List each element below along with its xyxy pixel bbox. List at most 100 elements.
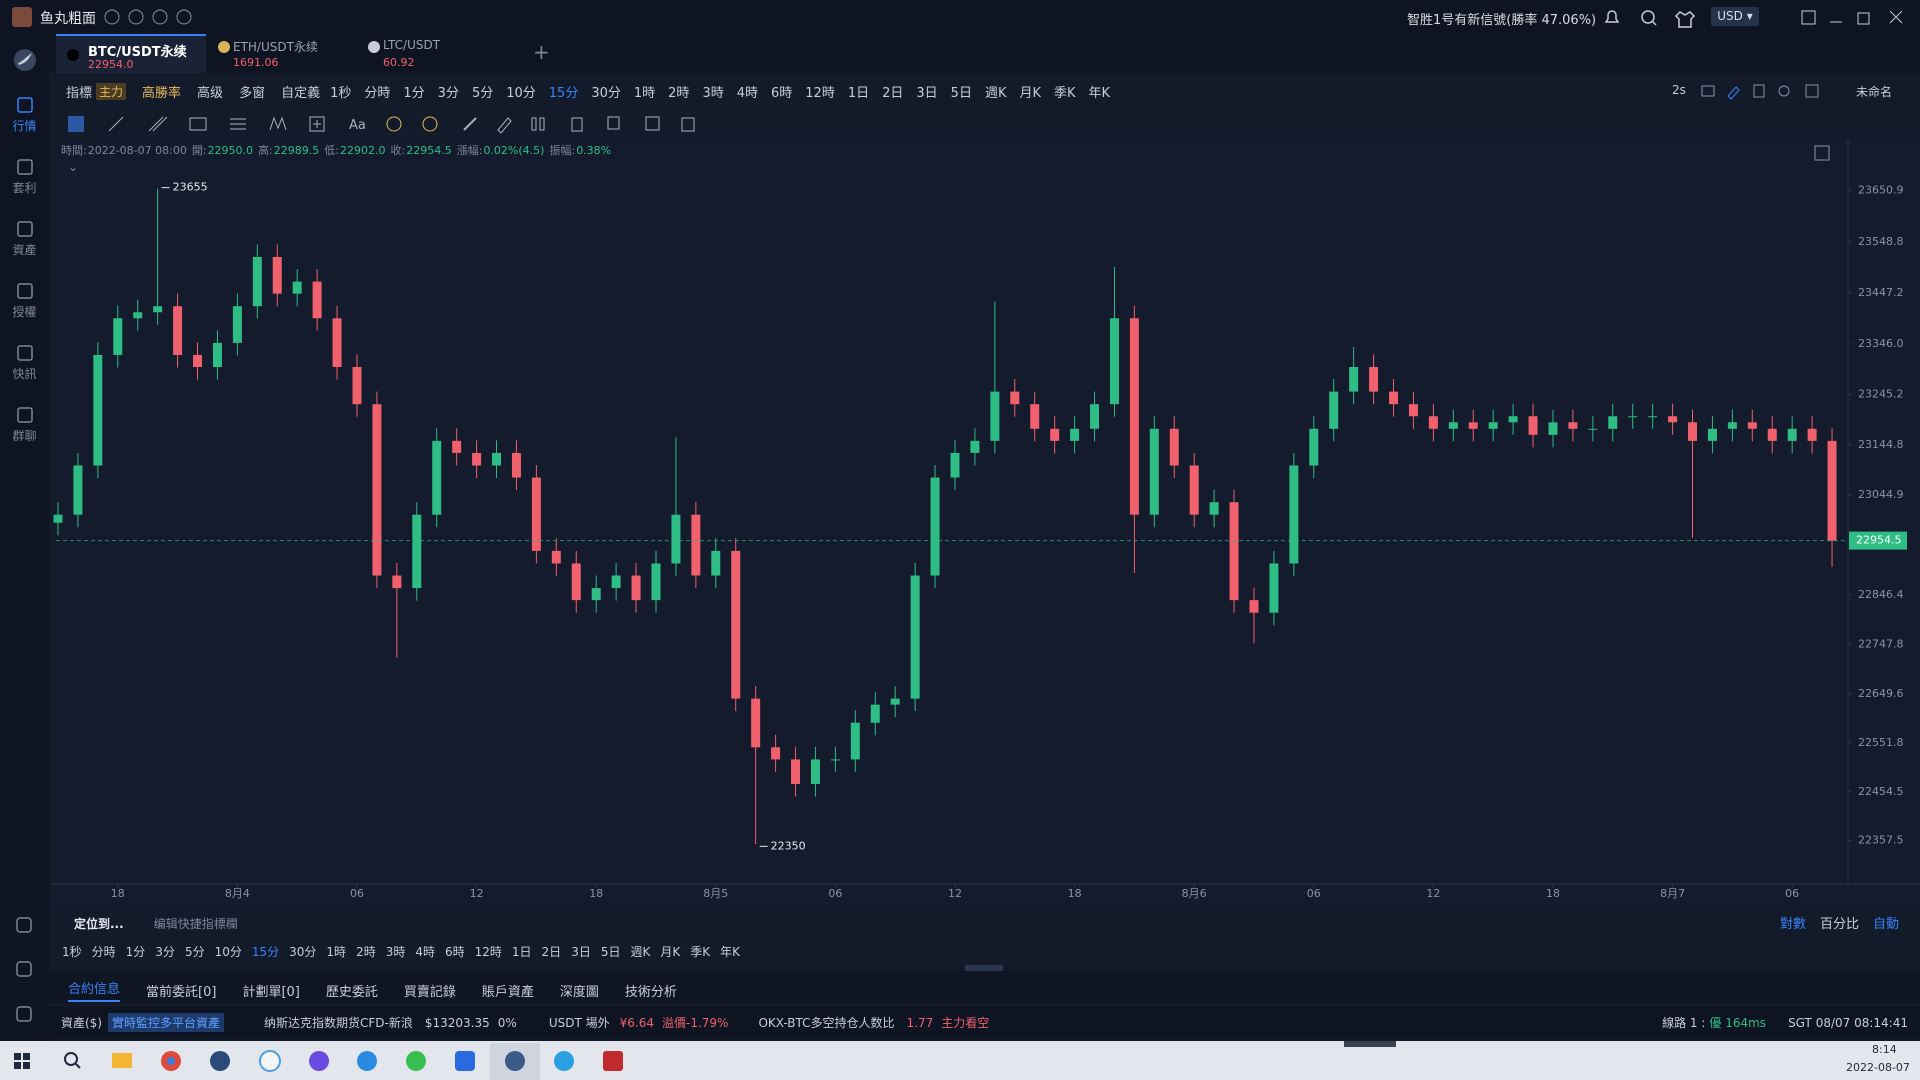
- app-name: 鱼丸粗面: [40, 11, 96, 27]
- layout-name[interactable]: 未命名: [1856, 85, 1893, 99]
- candle-body: [1727, 422, 1737, 429]
- interval-button[interactable]: 5日: [950, 85, 972, 101]
- interval-button[interactable]: 1日: [511, 945, 532, 959]
- interval-button[interactable]: 30分: [591, 85, 621, 101]
- bottom-tab[interactable]: 買賣記錄: [403, 984, 456, 1000]
- y-tick-label: 23044.9: [1858, 488, 1904, 501]
- interval-button[interactable]: 3分: [155, 945, 175, 959]
- symbol-tabs: + BTC/USDT永续 22954.0 ETH/USDT永续 1691.06 LTC/…: [49, 34, 1920, 73]
- info-label: 開:: [191, 144, 207, 157]
- candle-body: [870, 704, 880, 723]
- interval-button[interactable]: 12時: [474, 945, 502, 959]
- interval-button[interactable]: 1秒: [330, 85, 352, 101]
- x-tick-label: 12: [1426, 887, 1440, 900]
- candle-body: [252, 256, 262, 307]
- bottom-tab[interactable]: 合約信息: [68, 978, 121, 1002]
- currency-select[interactable]: USD ▾: [1711, 7, 1759, 26]
- interval-button[interactable]: 1時: [633, 85, 656, 101]
- interval-button[interactable]: 3分: [437, 85, 459, 101]
- text-tool[interactable]: Aa: [349, 118, 366, 133]
- bottom-tab[interactable]: 賬戶資產: [481, 984, 534, 1000]
- win-rate-button[interactable]: 高勝率: [142, 85, 182, 101]
- symbol-tab[interactable]: BTC/USDT永续 22954.0: [56, 34, 206, 73]
- resize-handle[interactable]: [965, 965, 1003, 971]
- interval-button[interactable]: 3日: [916, 85, 938, 101]
- sidebar-icon: [16, 97, 33, 113]
- interval-button[interactable]: 季K: [1054, 85, 1076, 101]
- bottom-tab[interactable]: 深度圖: [559, 984, 599, 1000]
- interval-button[interactable]: 2日: [541, 945, 562, 959]
- bottom-tab[interactable]: 計劃單[0]: [242, 984, 300, 1000]
- interval-button[interactable]: 15分: [548, 85, 579, 101]
- symbol-tab[interactable]: LTC/USDT 60.92: [365, 34, 505, 73]
- interval-button[interactable]: 10分: [214, 945, 242, 959]
- info-label: 低:: [324, 144, 339, 157]
- interval-button[interactable]: 3日: [571, 945, 591, 959]
- interval-button[interactable]: 分時: [364, 85, 391, 101]
- sidebar-label: 資產: [12, 243, 37, 257]
- interval-button[interactable]: 6時: [444, 945, 465, 959]
- interval-button[interactable]: 1日: [847, 85, 870, 101]
- interval-button[interactable]: 年K: [720, 945, 740, 959]
- sidebar-item[interactable]: 套利: [0, 158, 49, 196]
- bottom-tab[interactable]: 技術分析: [624, 984, 677, 1000]
- locate-button[interactable]: 定位到...: [74, 916, 124, 931]
- interval-button[interactable]: 2時: [668, 85, 690, 101]
- candle-body: [531, 477, 541, 551]
- scale-option[interactable]: 對數: [1780, 917, 1807, 932]
- status-bar: 資產($) 實時監控多平台資產 纳斯达克指数期货CFD-新浪 $13203.35…: [49, 1006, 1920, 1039]
- interval-button[interactable]: 4時: [736, 85, 758, 101]
- annotation-label: 23655: [173, 181, 208, 194]
- interval-button[interactable]: 5日: [600, 945, 621, 959]
- candle-body: [1448, 422, 1458, 429]
- coin-shape: [368, 41, 380, 53]
- refresh-rate[interactable]: 2s: [1672, 83, 1686, 97]
- sidebar-item[interactable]: 行情: [0, 96, 49, 134]
- interval-button[interactable]: 週K: [630, 945, 651, 959]
- sidebar-item[interactable]: 群聊: [0, 406, 49, 444]
- interval-button[interactable]: 2日: [882, 85, 904, 101]
- interval-button[interactable]: 30分: [289, 945, 317, 959]
- interval-button[interactable]: 15分: [251, 945, 280, 959]
- interval-button[interactable]: 6時: [771, 85, 793, 101]
- nasdaq-name: 纳斯达克指数期货CFD-新浪: [264, 1016, 413, 1030]
- interval-button[interactable]: 3時: [702, 85, 724, 101]
- interval-button[interactable]: 1分: [125, 945, 146, 959]
- interval-button[interactable]: 5分: [471, 85, 494, 101]
- bottom-tab[interactable]: 當前委託[0]: [146, 984, 217, 1000]
- interval-button[interactable]: 季K: [690, 945, 711, 959]
- monitor-button[interactable]: 實時監控多平台資產: [108, 1013, 225, 1032]
- interval-button[interactable]: 3時: [385, 945, 406, 959]
- interval-button[interactable]: 5分: [184, 945, 205, 959]
- interval-button[interactable]: 分時: [91, 945, 116, 959]
- collapse-toggle[interactable]: ⌄: [68, 160, 79, 174]
- interval-button[interactable]: 週K: [984, 85, 1007, 101]
- interval-button[interactable]: 1時: [326, 945, 347, 959]
- interval-button[interactable]: 1分: [403, 85, 425, 101]
- interval-button[interactable]: 月K: [660, 945, 681, 959]
- main-indicator[interactable]: 主力: [96, 82, 127, 100]
- interval-button[interactable]: 2時: [356, 945, 376, 959]
- interval-button[interactable]: 12時: [805, 85, 835, 101]
- signal-notice[interactable]: 智胜1号有新信號(勝率 47.06%): [1407, 13, 1597, 28]
- sidebar-item[interactable]: 資產: [0, 220, 49, 258]
- interval-button[interactable]: 4時: [415, 945, 435, 959]
- interval-button[interactable]: 年K: [1088, 85, 1111, 101]
- scale-option[interactable]: 百分比: [1820, 917, 1860, 932]
- scale-option[interactable]: 自動: [1873, 917, 1900, 932]
- advanced-button[interactable]: 高级: [197, 85, 224, 101]
- interval-button[interactable]: 1秒: [62, 945, 82, 959]
- symbol-tab[interactable]: ETH/USDT永续 1691.06: [215, 34, 355, 73]
- multi-window-button[interactable]: 多窗: [239, 85, 266, 101]
- sidebar-item[interactable]: 快訊: [0, 344, 49, 382]
- sidebar-item[interactable]: 授權: [0, 282, 49, 320]
- custom-button[interactable]: 自定義: [281, 85, 321, 101]
- interval-button[interactable]: 10分: [506, 85, 536, 101]
- indicator-button[interactable]: 指標: [66, 85, 93, 101]
- edit-shortcuts[interactable]: 编辑快捷指標欄: [153, 916, 238, 931]
- coin-icon: [67, 49, 79, 61]
- add-tab[interactable]: +: [533, 40, 550, 64]
- bottom-tab[interactable]: 歷史委託: [325, 984, 378, 1000]
- interval-button[interactable]: 月K: [1019, 85, 1042, 101]
